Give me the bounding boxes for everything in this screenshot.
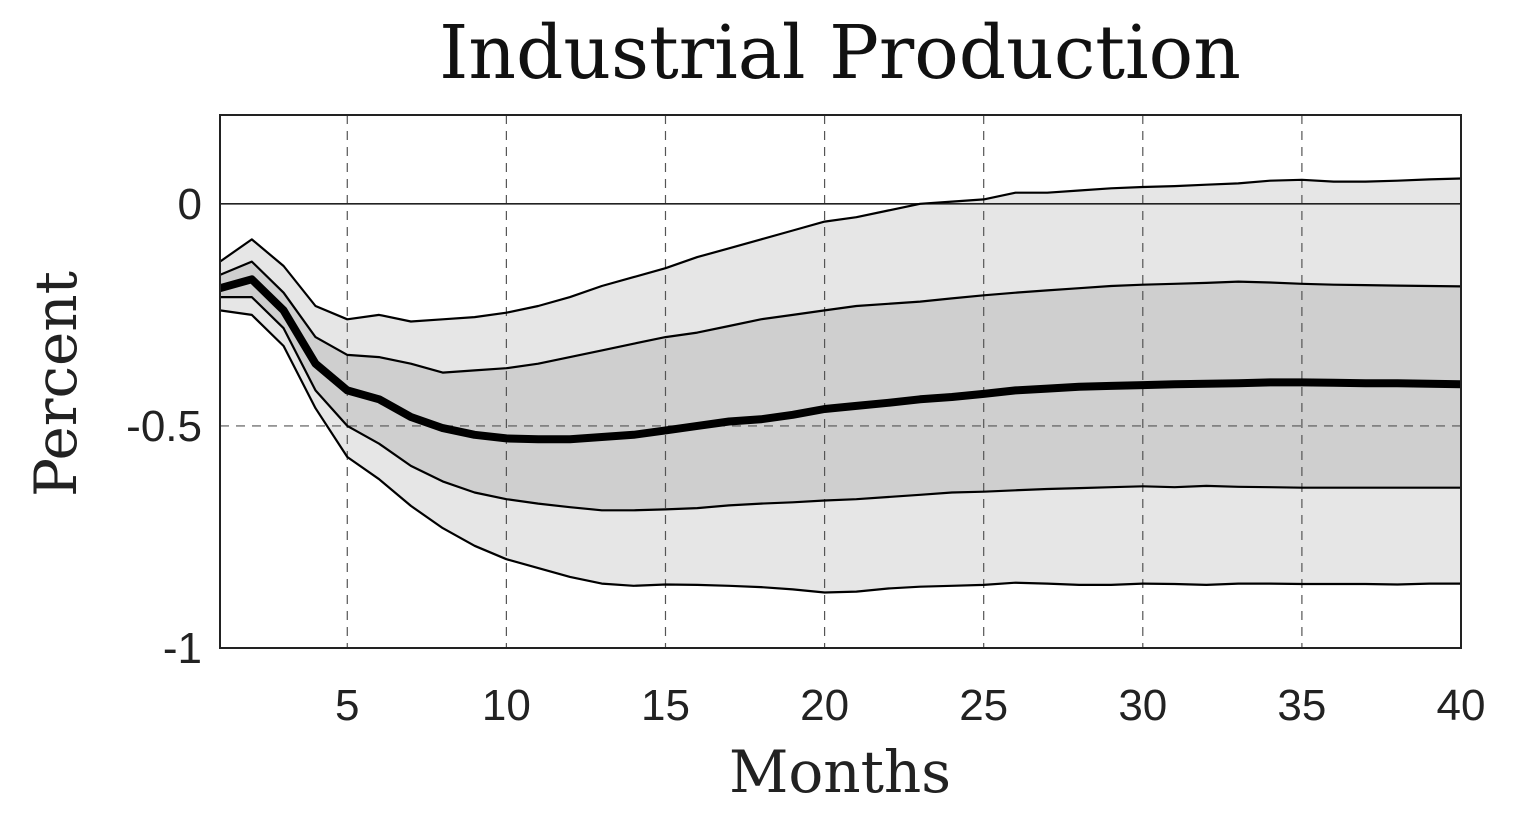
plot-area	[218, 114, 1462, 649]
x-tick-label: 20	[800, 681, 849, 730]
series-line-lower-outer	[219, 309, 1461, 594]
y-axis-label: Percent	[22, 271, 90, 497]
series-line-upper-inner	[219, 260, 1462, 374]
series-line-median	[218, 275, 1462, 444]
x-tick-label: 30	[1118, 681, 1167, 730]
series-line-lower-inner	[220, 296, 1461, 512]
inner-band	[220, 261, 1461, 511]
x-axis-label: Months	[729, 738, 951, 806]
y-tick-label: -1	[163, 624, 202, 673]
y-tick-label: -0.5	[126, 402, 202, 451]
y-tick-label: 0	[178, 180, 202, 229]
grid-lines	[220, 115, 1461, 648]
x-tick-label: 5	[335, 681, 359, 730]
x-tick-label: 35	[1277, 681, 1326, 730]
series-line-upper-outer	[219, 177, 1462, 323]
x-axis-ticks: 5 10 15 20 25 30 35 40	[335, 681, 1485, 730]
y-axis-ticks: 0 -0.5 -1	[126, 180, 202, 673]
x-tick-label: 10	[482, 681, 531, 730]
plot-frame	[219, 114, 1462, 649]
confidence-bands	[220, 178, 1461, 593]
x-tick-label: 15	[641, 681, 690, 730]
chart-title: Industrial Production	[439, 10, 1241, 96]
x-tick-label: 40	[1437, 681, 1486, 730]
x-tick-label: 25	[959, 681, 1008, 730]
series-lines	[218, 177, 1462, 594]
